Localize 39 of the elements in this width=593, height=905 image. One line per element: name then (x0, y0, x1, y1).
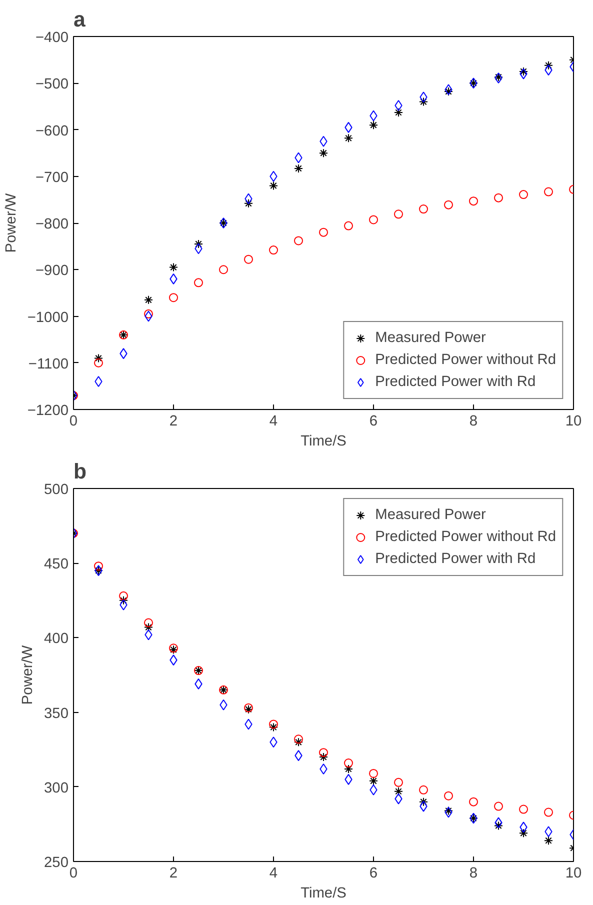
x-axis-title: Time/S (300, 886, 347, 902)
x-tick-label: 4 (269, 866, 278, 882)
x-tick-label: 2 (169, 866, 178, 882)
x-tick-label: 0 (69, 414, 78, 430)
y-tick-label: −1000 (27, 310, 69, 326)
legend-label: Predicted Power with Rd (375, 374, 536, 390)
x-tick-label: 4 (269, 414, 278, 430)
legend-label: Predicted Power with Rd (375, 551, 536, 567)
y-tick-label: −1100 (28, 356, 69, 372)
x-tick-label: 10 (565, 414, 582, 430)
chart-title: a (74, 8, 86, 32)
y-tick-label: 400 (44, 631, 69, 648)
y-tick-label: 250 (44, 855, 69, 871)
x-axis-title: Time/S (300, 434, 347, 450)
legend-label: Measured Power (375, 330, 486, 346)
y-tick-label: −900 (35, 263, 69, 280)
x-tick-label: 10 (565, 866, 582, 882)
y-tick-label: −1200 (27, 403, 69, 419)
x-tick-label: 0 (69, 866, 78, 882)
y-axis-title: Power/W (20, 645, 36, 705)
legend-label: Measured Power (375, 507, 486, 523)
chart-title: b (74, 460, 87, 484)
legend-label: Predicted Power without Rd (375, 352, 556, 368)
y-tick-label: 300 (44, 780, 69, 796)
y-tick-label: −400 (35, 30, 69, 46)
y-tick-label: −600 (35, 123, 69, 140)
y-tick-label: −800 (35, 216, 69, 232)
x-tick-label: 6 (369, 866, 378, 882)
legend-label: Predicted Power without Rd (375, 529, 556, 545)
y-tick-label: 450 (44, 556, 69, 573)
y-tick-label: −500 (35, 76, 69, 93)
x-tick-label: 8 (469, 414, 478, 430)
y-tick-label: −700 (35, 170, 69, 186)
y-tick-label: 350 (44, 706, 69, 722)
x-tick-label: 2 (169, 414, 178, 430)
x-tick-label: 8 (469, 866, 478, 882)
y-axis-title: Power/W (3, 193, 20, 253)
x-tick-label: 6 (369, 414, 378, 430)
y-tick-label: 500 (44, 482, 69, 498)
